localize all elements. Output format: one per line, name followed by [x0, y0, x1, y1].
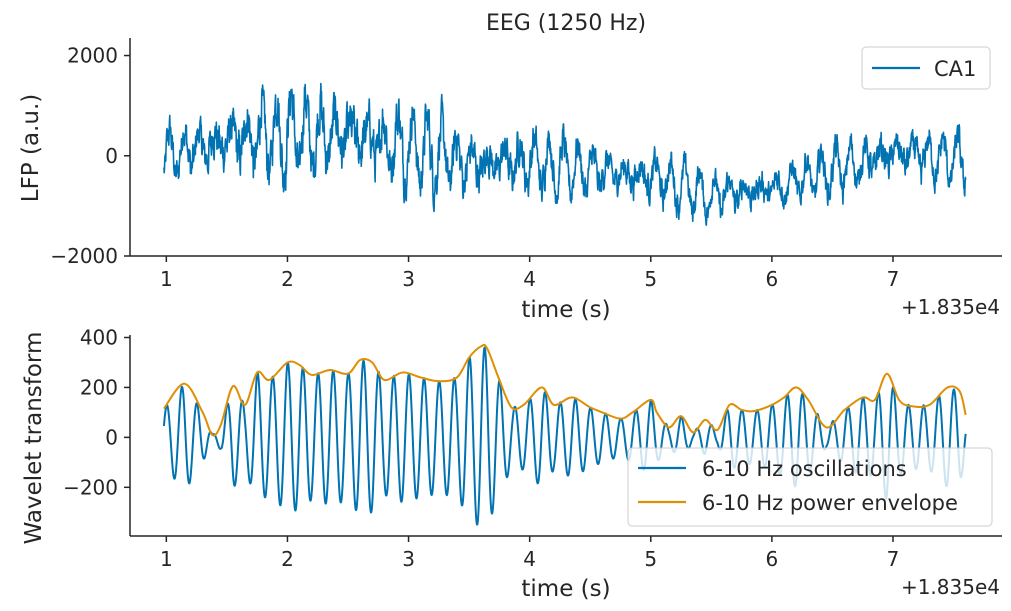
wavelet-legend: 6-10 Hz oscillations 6-10 Hz power envel…	[627, 447, 993, 527]
lfp-axes: 1 2 3 4 5 6 7 −2000 0 2000	[50, 38, 1002, 291]
wavelet-x-tick-label: 7	[887, 547, 900, 571]
wavelet-panel: 1 2 3 4 5 6 7 −200 0 200 400 Wavelet transform tim…	[21, 325, 1002, 602]
lfp-y-axis-label: LFP (a.u.)	[18, 94, 44, 202]
lfp-x-tick-label: 5	[644, 267, 657, 291]
series-line-ca1	[163, 82, 967, 226]
lfp-y-tick-label: 2000	[67, 44, 118, 68]
wavelet-legend-label-envelope: 6-10 Hz power envelope	[702, 491, 958, 515]
lfp-x-tick-label: 2	[281, 267, 294, 291]
series-line-oscillations	[162, 346, 967, 526]
lfp-x-tick-label: 3	[402, 267, 415, 291]
lfp-x-tick-label: 6	[766, 267, 779, 291]
lfp-y-tick-label: 0	[105, 144, 118, 168]
wavelet-x-axis-label: time (s)	[521, 576, 610, 602]
wavelet-x-tick-label: 1	[160, 547, 173, 571]
wavelet-x-tick-label: 4	[523, 547, 536, 571]
wavelet-x-tick-label: 3	[402, 547, 415, 571]
wavelet-y-tick-label: 200	[80, 375, 118, 399]
lfp-y-tick-label: −2000	[50, 244, 118, 268]
lfp-legend-label-ca1: CA1	[934, 57, 976, 81]
wavelet-x-offset-label: +1.835e4	[901, 575, 1000, 599]
wavelet-axes: 1 2 3 4 5 6 7 −200 0 200 400	[63, 325, 1002, 571]
lfp-series-layer	[163, 82, 967, 226]
wavelet-legend-label-oscillations: 6-10 Hz oscillations	[702, 457, 907, 481]
wavelet-y-tick-label: −200	[63, 475, 118, 499]
lfp-x-offset-label: +1.835e4	[901, 295, 1000, 319]
wavelet-x-tick-label: 6	[766, 547, 779, 571]
lfp-legend-box	[861, 46, 991, 90]
wavelet-x-tick-label: 2	[281, 547, 294, 571]
lfp-panel: EEG (1250 Hz) 1 2 3 4 5 6 7 −2000 0 2000 LFP (a.u…	[18, 11, 1002, 323]
wavelet-y-tick-label: 0	[105, 425, 118, 449]
wavelet-y-axis-label: Wavelet transform	[21, 332, 47, 545]
wavelet-series-layer	[162, 343, 967, 526]
lfp-legend: CA1	[861, 46, 991, 90]
lfp-x-tick-label: 4	[523, 267, 536, 291]
lfp-x-tick-label: 7	[887, 267, 900, 291]
wavelet-legend-box	[627, 447, 993, 527]
lfp-x-axis-label: time (s)	[521, 297, 610, 323]
wavelet-y-tick-label: 400	[80, 325, 118, 349]
chart-title: EEG (1250 Hz)	[486, 11, 646, 36]
lfp-x-tick-label: 1	[160, 267, 173, 291]
wavelet-x-tick-label: 5	[644, 547, 657, 571]
series-line-envelope	[163, 343, 967, 437]
